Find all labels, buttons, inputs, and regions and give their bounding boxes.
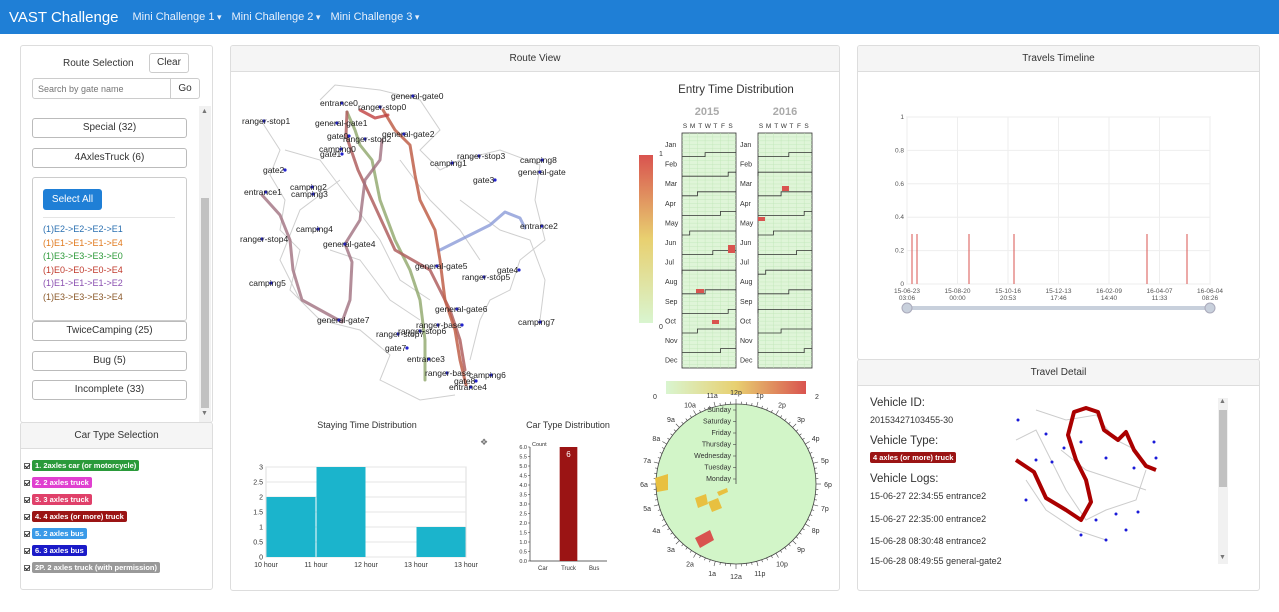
checkbox[interactable] [24,564,30,571]
car-type-item[interactable]: 5. 2 axles bus [24,528,87,539]
scroll-up-icon[interactable]: ▲ [201,108,208,115]
group-incomplete[interactable]: Incomplete (33) [32,380,187,400]
route-item[interactable]: (1)E3->E3->E3->E4 [43,291,123,302]
vehicle-type-label: Vehicle Type: [870,435,939,447]
vehicle-type-badge: 4 axles (or more) truck [870,452,957,463]
scroll-down-icon[interactable]: ▼ [201,410,208,417]
clear-button[interactable]: Clear [149,53,189,73]
gate-search-input[interactable] [32,78,171,99]
group-twicecamping[interactable]: TwiceCamping (25) [32,321,187,341]
car-type-title: Car Type Selection [21,423,212,449]
brand-title[interactable]: VAST Challenge [9,8,119,26]
car-type-label: 2. 2 axles truck [32,477,92,488]
route-lines: (1)E2->E2->E2->E1 (1)E1->E1->E1->E4 (1)E3-… [43,223,183,304]
group-special[interactable]: Special (32) [32,118,187,138]
timeline-panel: Travels Timeline [857,45,1260,360]
car-type-label: 2P. 2 axles truck (with permission) [32,562,160,573]
route-item[interactable]: (1)E0->E0->E0->E4 [43,264,123,275]
car-type-item[interactable]: 6. 3 axles bus [24,545,87,556]
travel-detail-panel: Travel Detail Vehicle ID: 20153427103455… [857,359,1260,591]
car-type-label: 3. 3 axles truck [32,494,92,505]
checkbox[interactable] [24,496,30,503]
scroll-up-icon[interactable]: ▲ [1219,398,1226,405]
vehicle-logs-label: Vehicle Logs: [870,473,939,485]
car-type-label: 4. 4 axles (or more) truck [32,511,127,522]
route-list: Special (32) 4AxlesTruck (6) Select All … [21,106,199,422]
vehicle-id-label: Vehicle ID: [870,397,925,409]
car-type-item[interactable]: 4. 4 axles (or more) truck [24,511,127,522]
scrollbar-thumb[interactable] [1219,410,1227,487]
timeline-title: Travels Timeline [858,46,1259,72]
route-item[interactable]: (1)E1->E1->E1->E2 [43,278,123,288]
checkbox[interactable] [24,462,30,469]
route-item[interactable]: (1)E1->E1->E1->E4 [43,237,123,248]
scroll-down-icon[interactable]: ▼ [1219,554,1226,561]
nav-mini-challenge-3[interactable]: Mini Challenge 3 [330,11,419,23]
log-entry: 15-06-27 22:35:00 entrance2 [870,514,987,524]
detail-route-path [1014,406,1157,522]
group-4axlestruck[interactable]: 4AxlesTruck (6) [32,148,187,168]
gate-dots [1016,418,1158,542]
route-view-panel: Route View [230,45,840,591]
checkbox[interactable] [24,530,30,537]
scrollbar-thumb[interactable] [201,198,209,408]
car-type-item[interactable]: 2P. 2 axles truck (with permission) [24,562,160,573]
detail-route-map [1014,406,1158,542]
car-type-item[interactable]: 2. 2 axles truck [24,477,92,488]
nav-mini-challenge-1[interactable]: Mini Challenge 1 [133,11,222,23]
checkbox[interactable] [24,513,30,520]
log-entry: 15-06-28 08:49:55 general-gate2 [870,556,1002,566]
nav-mini-challenge-2[interactable]: Mini Challenge 2 [231,11,320,23]
route-selection-title: Route Selection [63,58,134,69]
divider [43,217,175,218]
checkbox[interactable] [24,479,30,486]
vehicle-id: 20153427103455-30 [870,415,954,425]
car-type-label: 6. 3 axles bus [32,545,87,556]
route-view-title: Route View [231,46,839,72]
route-list-scrollbar[interactable]: ▲ ▼ [199,106,211,422]
log-entry: 15-06-28 08:30:48 entrance2 [870,536,987,546]
detail-scrollbar[interactable]: ▲ ▼ [1218,398,1228,564]
route-item[interactable]: (1)E3->E3->E3->E0 [43,251,123,261]
route-group-box: Select All (1)E2->E2->E2->E1 (1)E1->E1->E… [32,177,187,321]
car-type-label: 1. 2axles car (or motorcycle) [32,460,140,471]
go-button[interactable]: Go [170,78,200,99]
log-entry: 15-06-27 22:34:55 entrance2 [870,491,987,501]
car-type-item[interactable]: 1. 2axles car (or motorcycle) [24,460,140,471]
navbar: VAST Challenge Mini Challenge 1 Mini Cha… [0,0,1279,34]
group-bug[interactable]: Bug (5) [32,351,187,371]
route-selection-panel: Route Selection Clear Go Special (32) 4A… [20,45,213,423]
route-item[interactable]: (1)E2->E2->E2->E1 [43,224,123,234]
checkbox[interactable] [24,547,30,554]
car-type-label: 5. 2 axles bus [32,528,87,539]
car-type-panel: Car Type Selection 1. 2axles car (or mot… [20,422,213,590]
select-all-button[interactable]: Select All [43,189,102,210]
car-type-item[interactable]: 3. 3 axles truck [24,494,92,505]
travel-detail-title: Travel Detail [858,360,1259,386]
